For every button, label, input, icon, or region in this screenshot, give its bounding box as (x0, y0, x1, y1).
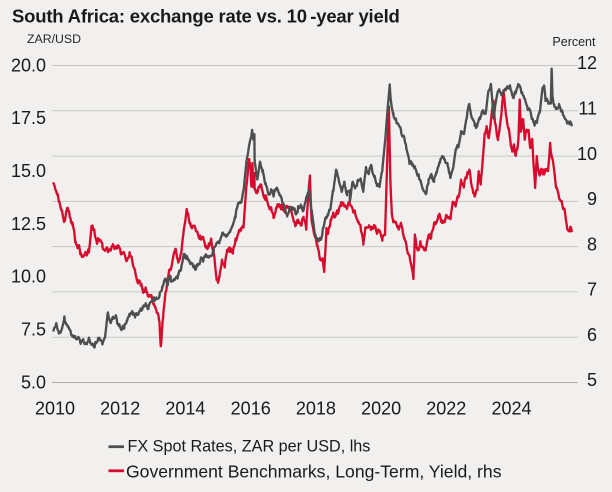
svg-text:2020: 2020 (361, 398, 401, 418)
svg-text:2014: 2014 (165, 398, 205, 418)
svg-text:Percent: Percent (552, 35, 596, 49)
svg-text:20.0: 20.0 (11, 55, 46, 75)
svg-text:Government Benchmarks, Long-Te: Government Benchmarks, Long-Term, Yield,… (126, 461, 502, 481)
svg-text:FX Spot Rates, ZAR per USD, lh: FX Spot Rates, ZAR per USD, lhs (128, 438, 371, 456)
svg-text:5: 5 (587, 370, 597, 390)
svg-text:15.0: 15.0 (11, 161, 46, 181)
svg-text:17.5: 17.5 (11, 108, 46, 128)
svg-text:7: 7 (587, 280, 597, 300)
svg-text:9: 9 (587, 189, 597, 209)
svg-text:10: 10 (577, 144, 597, 164)
svg-text:South Africa: exchange rate vs: South Africa: exchange rate vs. 10 -year… (12, 6, 400, 27)
svg-text:2012: 2012 (100, 398, 140, 418)
svg-text:12.5: 12.5 (11, 214, 46, 234)
svg-text:7.5: 7.5 (21, 320, 46, 340)
svg-text:ZAR/USD: ZAR/USD (27, 32, 81, 46)
svg-text:11: 11 (578, 99, 597, 119)
svg-text:2024: 2024 (491, 398, 531, 418)
svg-text:8: 8 (587, 234, 597, 254)
svg-text:2022: 2022 (426, 398, 466, 418)
svg-text:2018: 2018 (296, 398, 336, 418)
svg-text:2010: 2010 (35, 398, 75, 418)
svg-text:6: 6 (587, 325, 597, 345)
svg-text:10.0: 10.0 (11, 267, 46, 287)
svg-text:5.0: 5.0 (21, 372, 46, 392)
svg-text:12: 12 (577, 53, 597, 73)
svg-text:2016: 2016 (231, 398, 271, 418)
